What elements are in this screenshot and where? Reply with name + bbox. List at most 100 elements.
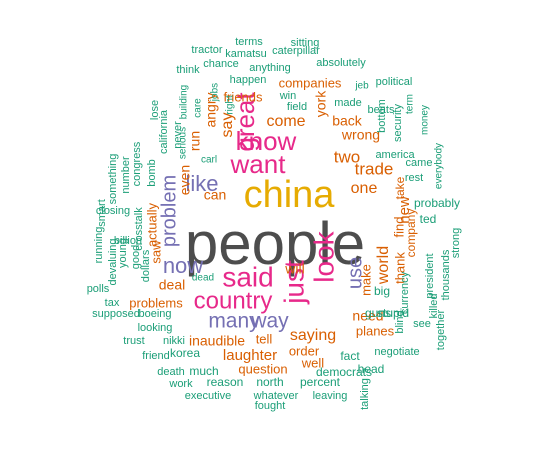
word-democrats: democrats bbox=[316, 365, 372, 379]
word-take: take bbox=[393, 176, 407, 199]
word-supposed: supposed bbox=[92, 308, 140, 320]
word-thousands: thousands bbox=[440, 249, 452, 300]
word-friends: friends bbox=[223, 89, 263, 104]
word-inaudible: inaudible bbox=[189, 333, 245, 349]
word-problem: problem bbox=[158, 175, 180, 247]
word-sitting: sitting bbox=[291, 37, 320, 49]
word-nikki: nikki bbox=[163, 335, 185, 347]
word-question: question bbox=[238, 361, 287, 376]
word-president: president bbox=[424, 253, 436, 298]
word-death: death bbox=[157, 366, 185, 378]
word-planes: planes bbox=[356, 323, 395, 338]
word-order: order bbox=[289, 343, 320, 358]
word-look: look bbox=[308, 230, 339, 282]
word-ted: ted bbox=[420, 212, 437, 226]
word-jobs: jobs bbox=[210, 83, 221, 102]
word-talking: talking bbox=[359, 378, 371, 410]
word-strong: strong bbox=[450, 228, 462, 259]
word-california: california bbox=[158, 109, 170, 154]
word-term: term bbox=[405, 94, 416, 114]
word-boeing: boeing bbox=[138, 308, 171, 320]
word-looking: looking bbox=[138, 322, 173, 334]
word-good: good bbox=[130, 245, 142, 269]
word-rest: rest bbox=[405, 172, 423, 184]
word-see: see bbox=[413, 318, 431, 330]
word-saying: saying bbox=[290, 327, 336, 344]
word-tractor: tractor bbox=[191, 44, 223, 56]
word-many: many bbox=[208, 310, 260, 333]
word-big: big bbox=[374, 284, 390, 298]
word-trade: trade bbox=[355, 159, 394, 178]
word-building: building bbox=[179, 85, 190, 119]
word-killed: killed bbox=[428, 293, 440, 318]
word-saw: saw bbox=[148, 240, 163, 264]
word-problems: problems bbox=[129, 295, 183, 310]
word-well: well bbox=[301, 355, 325, 370]
word-executive: executive bbox=[185, 390, 231, 402]
word-laughter: laughter bbox=[223, 347, 277, 364]
word-country: country bbox=[194, 287, 273, 314]
word-devaluing: devaluing bbox=[107, 238, 119, 285]
word-wrong: wrong bbox=[341, 127, 380, 143]
word-one: one bbox=[351, 180, 378, 197]
word-now: now bbox=[163, 253, 203, 278]
word-running: running bbox=[93, 227, 105, 264]
word-whatever: whatever bbox=[253, 390, 299, 402]
word-leaving: leaving bbox=[313, 390, 348, 402]
word-bomb: bomb bbox=[146, 159, 158, 187]
word-north: north bbox=[256, 375, 283, 389]
word-probably: probably bbox=[414, 196, 460, 210]
word-need: need bbox=[352, 308, 383, 324]
word-can: can bbox=[204, 187, 227, 203]
word-two: two bbox=[334, 147, 360, 166]
word-run: run bbox=[187, 131, 203, 151]
word-china: china bbox=[244, 174, 336, 216]
word-use: use bbox=[344, 257, 366, 289]
word-political: political bbox=[376, 76, 413, 88]
word-everybody: everybody bbox=[434, 143, 445, 189]
word-say: say bbox=[219, 113, 236, 138]
word-serious: serious bbox=[178, 127, 189, 159]
word-something: something bbox=[107, 154, 119, 205]
word-actually: actually bbox=[144, 202, 159, 247]
word-field: field bbox=[287, 101, 307, 113]
word-think: think bbox=[176, 64, 200, 76]
word-number: number bbox=[120, 156, 132, 194]
word-percent: percent bbox=[300, 375, 341, 389]
word-fact: fact bbox=[340, 349, 360, 363]
word-right: right bbox=[225, 95, 236, 115]
word-said: said bbox=[222, 261, 273, 292]
word-america: america bbox=[375, 149, 415, 161]
word-polls: polls bbox=[87, 283, 110, 295]
word-come: come bbox=[266, 113, 305, 130]
word-tax: tax bbox=[105, 297, 120, 309]
word-made: made bbox=[334, 97, 362, 109]
word-smart: smart bbox=[96, 199, 108, 227]
word-guns: guns bbox=[365, 306, 391, 320]
word-jeb: jeb bbox=[354, 81, 369, 92]
word-world: world bbox=[375, 246, 392, 285]
word-thank: thank bbox=[392, 252, 407, 284]
word-make: make bbox=[358, 264, 373, 296]
word-deal: deal bbox=[159, 277, 185, 293]
word-new: new bbox=[396, 196, 413, 224]
word-angry: angry bbox=[203, 92, 219, 127]
word-happen: happen bbox=[230, 74, 267, 86]
word-absolutely: absolutely bbox=[316, 57, 366, 69]
word-much: much bbox=[189, 364, 218, 378]
word-dead: dead bbox=[192, 273, 214, 284]
word-came: came bbox=[406, 157, 433, 169]
word-company: company bbox=[404, 209, 418, 258]
word-blind: blind bbox=[394, 310, 406, 333]
word-security: security bbox=[392, 104, 404, 142]
word-korea: korea bbox=[170, 346, 200, 360]
word-closing: closing bbox=[96, 205, 130, 217]
word-chance: chance bbox=[203, 58, 238, 70]
word-young: young bbox=[117, 238, 129, 268]
word-win: win bbox=[279, 90, 297, 102]
word-york: york bbox=[313, 90, 329, 117]
word-congress: congress bbox=[131, 141, 143, 186]
word-work: work bbox=[168, 378, 193, 390]
